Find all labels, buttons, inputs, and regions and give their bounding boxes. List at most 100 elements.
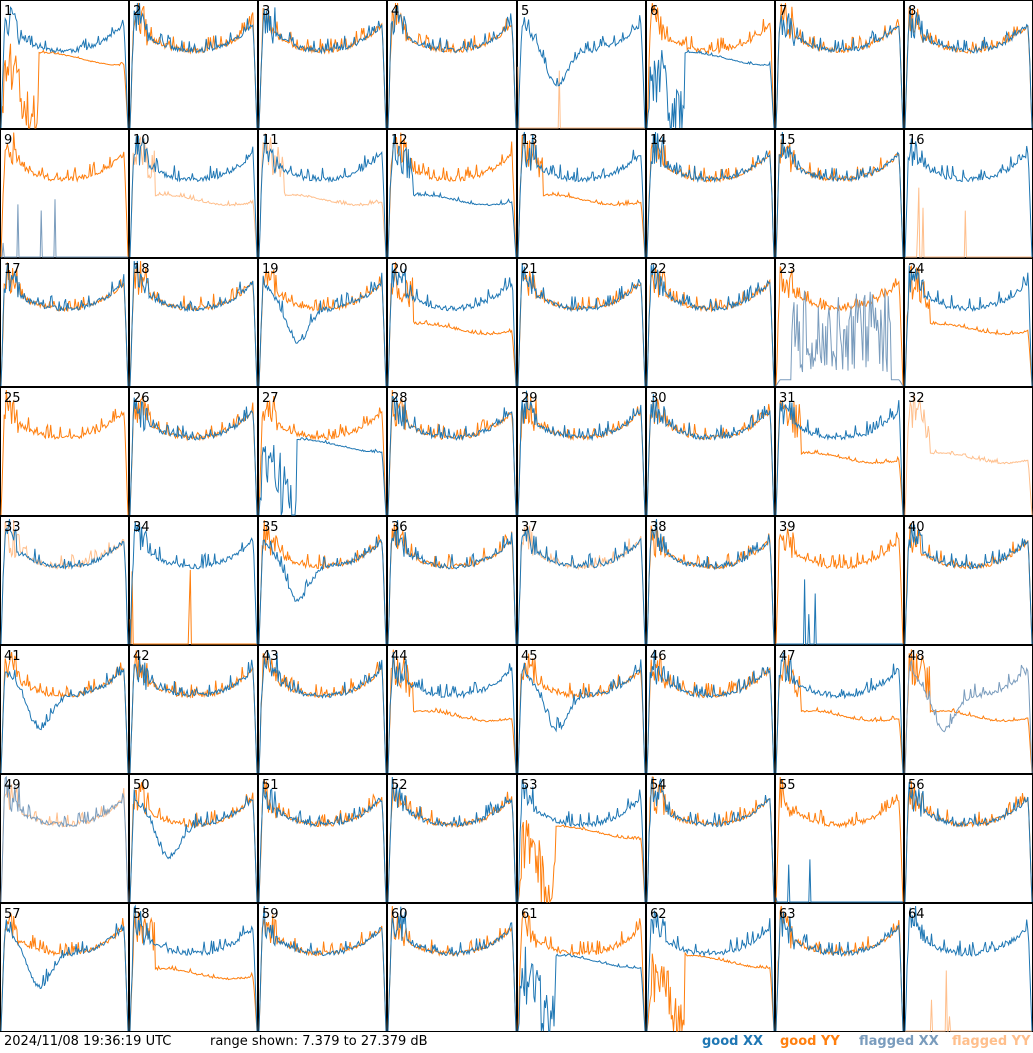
panel-number: 27 xyxy=(262,391,279,406)
panel-frame xyxy=(517,903,646,1032)
panel-61: 61 xyxy=(517,903,646,1032)
legend-flagged-yy: flagged YY xyxy=(952,1034,1031,1049)
series-xx-51 xyxy=(258,781,387,903)
panel-frame xyxy=(129,0,258,129)
panel-frame xyxy=(904,0,1033,129)
series-xx-29 xyxy=(517,390,646,516)
series-xx-21 xyxy=(517,262,646,387)
series-xx-6 xyxy=(646,49,775,129)
panel-number: 19 xyxy=(262,262,279,277)
panel-63: 63 xyxy=(775,903,904,1032)
panel-56: 56 xyxy=(904,774,1033,903)
series-xx-63 xyxy=(775,911,904,1032)
panel-frame xyxy=(0,258,129,387)
panel-number: 57 xyxy=(4,907,21,922)
series-yy-30 xyxy=(646,396,775,516)
panel-38: 38 xyxy=(646,516,775,645)
panel-frame xyxy=(387,258,517,387)
footer-bar: 2024/11/08 19:36:19 UTC range shown: 7.3… xyxy=(0,1032,1033,1053)
panel-frame xyxy=(646,903,775,1032)
panel-30: 30 xyxy=(646,387,775,516)
series-yy-51 xyxy=(258,778,387,903)
panel-frame xyxy=(904,774,1033,903)
panel-number: 50 xyxy=(133,778,150,793)
panel-number: 18 xyxy=(133,262,150,277)
panel-number: 32 xyxy=(908,391,925,406)
panel-frame xyxy=(0,129,129,258)
series-xx-5 xyxy=(517,15,646,129)
panel-number: 40 xyxy=(908,520,925,535)
panel-number: 43 xyxy=(262,649,279,664)
series-yy-23 xyxy=(775,266,904,387)
panel-62: 62 xyxy=(646,903,775,1032)
series-yy-34 xyxy=(129,569,257,645)
series-yy-64 xyxy=(905,970,1032,1032)
series-xx-11 xyxy=(258,134,387,258)
panel-number: 8 xyxy=(908,4,916,19)
panel-41: 41 xyxy=(0,645,129,774)
panel-60: 60 xyxy=(387,903,517,1032)
panel-frame xyxy=(129,645,258,774)
panel-number: 28 xyxy=(391,391,408,406)
panel-29: 29 xyxy=(517,387,646,516)
range-text: range shown: 7.379 to 27.379 dB xyxy=(210,1034,428,1049)
panel-42: 42 xyxy=(129,645,258,774)
panel-33: 33 xyxy=(0,516,129,645)
panel-34: 34 xyxy=(129,516,258,645)
panel-20: 20 xyxy=(387,258,517,387)
panel-number: 1 xyxy=(4,4,12,19)
panel-number: 54 xyxy=(650,778,667,793)
series-yy-31 xyxy=(775,400,904,516)
panel-1: 1 xyxy=(0,0,129,129)
series-xx-38 xyxy=(646,518,775,645)
series-xx-60 xyxy=(387,906,517,1032)
panel-number: 26 xyxy=(133,391,150,406)
series-xx-59 xyxy=(258,905,387,1032)
series-xx-12 xyxy=(387,133,517,258)
panel-number: 64 xyxy=(908,907,925,922)
panel-37: 37 xyxy=(517,516,646,645)
panel-number: 35 xyxy=(262,520,279,535)
panel-number: 22 xyxy=(650,262,667,277)
series-yy-9 xyxy=(0,132,129,258)
panel-number: 47 xyxy=(779,649,796,664)
series-xx-14 xyxy=(646,131,775,258)
panel-frame xyxy=(387,516,517,645)
panel-frame xyxy=(258,774,387,903)
panel-number: 42 xyxy=(133,649,150,664)
series-xx-35 xyxy=(258,536,387,645)
panel-frame xyxy=(258,903,387,1032)
panel-frame xyxy=(775,774,904,903)
series-xx-37 xyxy=(517,526,646,645)
panel-frame xyxy=(775,129,904,258)
panel-frame xyxy=(775,516,904,645)
series-xx-26 xyxy=(129,397,258,516)
series-xx-23 xyxy=(775,290,904,387)
series-xx-57 xyxy=(0,919,129,1032)
panel-number: 41 xyxy=(4,649,21,664)
panel-number: 44 xyxy=(391,649,408,664)
panel-number: 3 xyxy=(262,4,270,19)
panel-49: 49 xyxy=(0,774,129,903)
panel-10: 10 xyxy=(129,129,258,258)
series-xx-41 xyxy=(0,666,129,774)
panel-number: 56 xyxy=(908,778,925,793)
series-xx-15 xyxy=(775,131,904,258)
panel-frame xyxy=(517,516,646,645)
series-yy-62 xyxy=(646,951,775,1032)
panel-frame xyxy=(0,387,129,516)
panel-17: 17 xyxy=(0,258,129,387)
panel-frame xyxy=(646,516,775,645)
panel-64: 64 xyxy=(904,903,1033,1032)
panel-number: 11 xyxy=(262,133,279,148)
panel-frame xyxy=(646,774,775,903)
panel-48: 48 xyxy=(904,645,1033,774)
panel-number: 14 xyxy=(650,133,667,148)
panel-frame xyxy=(258,129,387,258)
series-xx-19 xyxy=(258,272,387,387)
series-xx-13 xyxy=(517,131,646,258)
panel-number: 52 xyxy=(391,778,408,793)
series-xx-20 xyxy=(387,263,517,387)
panel-frame xyxy=(517,645,646,774)
legend-good-xx: good XX xyxy=(702,1034,764,1049)
